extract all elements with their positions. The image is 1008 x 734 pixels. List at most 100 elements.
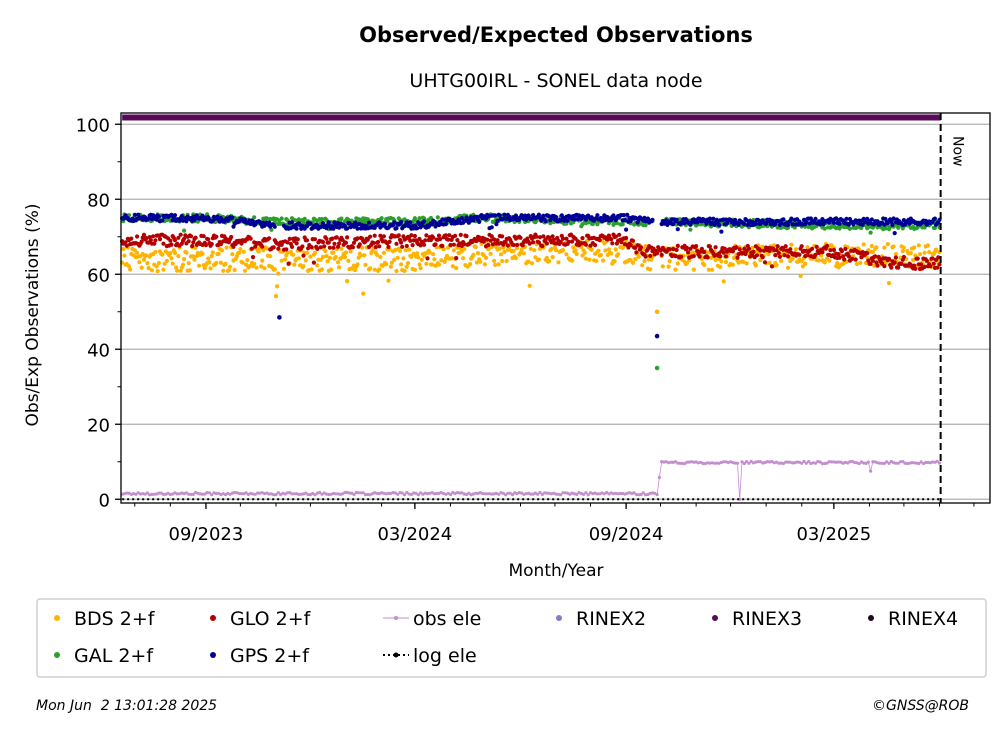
data-point — [933, 247, 939, 252]
data-point — [294, 241, 299, 246]
data-point — [869, 469, 873, 473]
data-point — [306, 493, 310, 497]
data-point — [320, 254, 326, 259]
data-point — [144, 236, 149, 241]
data-point — [793, 247, 799, 252]
data-point — [528, 246, 533, 251]
data-point — [722, 246, 727, 251]
data-point — [184, 219, 189, 224]
data-point — [359, 491, 363, 495]
data-point — [830, 460, 834, 464]
data-point — [250, 219, 256, 224]
data-point — [827, 258, 832, 263]
data-point — [256, 491, 260, 495]
data-point — [324, 254, 329, 259]
data-point — [474, 260, 479, 265]
data-point — [781, 247, 786, 252]
data-point — [532, 248, 537, 253]
data-point — [822, 226, 827, 231]
data-point — [433, 242, 438, 247]
data-point — [659, 252, 664, 257]
data-point — [259, 264, 264, 269]
data-point — [416, 255, 421, 260]
data-point — [874, 260, 879, 265]
data-point — [170, 218, 175, 223]
data-point — [754, 253, 760, 258]
data-point — [596, 248, 601, 253]
data-point — [723, 254, 729, 259]
data-point — [276, 246, 281, 251]
data-point — [857, 462, 861, 466]
data-point — [669, 460, 673, 464]
data-point — [648, 253, 653, 258]
data-point — [650, 217, 655, 222]
data-point — [315, 263, 320, 268]
data-point — [162, 261, 167, 266]
data-point — [675, 243, 680, 248]
y-axis: 0 20 40 60 80 100 — [76, 115, 121, 511]
data-point — [805, 245, 810, 250]
data-point — [326, 240, 331, 245]
data-point — [580, 253, 585, 258]
data-point — [249, 246, 254, 251]
data-point — [137, 260, 142, 265]
data-point — [804, 220, 809, 225]
data-point — [827, 460, 831, 464]
chart-subtitle: UHTG00IRL - SONEL data node — [409, 70, 702, 92]
data-point — [710, 267, 715, 272]
data-point — [345, 235, 350, 240]
data-point — [327, 245, 332, 250]
data-point — [172, 238, 178, 243]
data-point — [510, 493, 515, 497]
legend-swatch — [210, 615, 216, 621]
data-point — [301, 253, 306, 258]
data-point — [206, 237, 211, 242]
data-point — [380, 263, 385, 268]
data-point — [868, 230, 873, 235]
data-point — [901, 254, 907, 260]
data-point — [178, 268, 183, 273]
data-point — [937, 461, 942, 465]
data-point — [160, 218, 165, 223]
data-point — [331, 250, 336, 255]
data-point — [230, 215, 235, 220]
data-point — [642, 258, 647, 264]
data-point — [497, 246, 502, 251]
data-point — [673, 460, 678, 464]
data-point — [566, 239, 571, 244]
data-point — [865, 251, 870, 256]
data-point — [309, 245, 314, 250]
data-point — [400, 491, 404, 495]
data-point — [453, 233, 458, 238]
data-point — [401, 256, 406, 261]
data-point — [818, 460, 822, 464]
data-point — [641, 491, 645, 495]
data-point — [450, 264, 455, 269]
data-point — [362, 253, 367, 258]
data-point — [395, 255, 400, 260]
data-point — [462, 242, 467, 247]
data-point — [595, 492, 600, 496]
data-point — [736, 260, 741, 265]
data-point — [467, 491, 471, 495]
data-point — [366, 492, 370, 497]
data-point — [620, 222, 625, 227]
data-point — [360, 245, 365, 250]
data-point — [404, 243, 409, 249]
data-point — [134, 492, 138, 496]
data-point — [560, 236, 566, 241]
data-point — [820, 250, 825, 255]
data-point — [241, 249, 246, 254]
data-point — [740, 460, 744, 464]
data-point — [229, 234, 234, 240]
data-point — [889, 219, 894, 224]
data-point — [766, 252, 771, 257]
data-point — [573, 248, 578, 253]
data-point — [128, 267, 133, 272]
data-point — [417, 236, 422, 242]
data-point — [837, 221, 842, 226]
data-point — [927, 250, 932, 255]
data-point — [318, 245, 323, 250]
data-point — [432, 257, 437, 262]
data-point — [504, 258, 509, 264]
